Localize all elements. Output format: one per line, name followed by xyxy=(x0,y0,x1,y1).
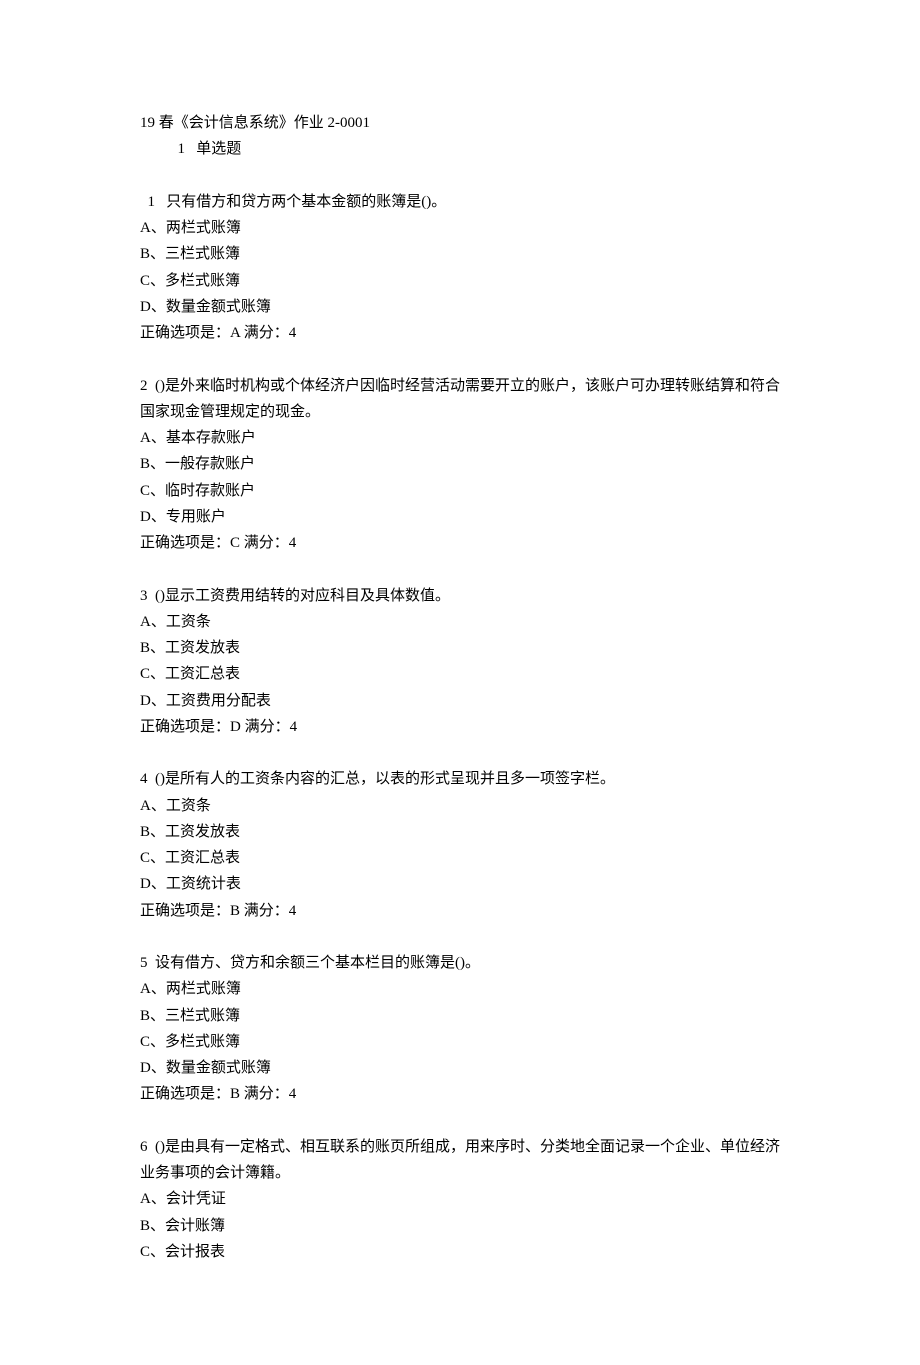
option: C、多栏式账簿 xyxy=(140,1029,780,1055)
option: D、数量金额式账簿 xyxy=(140,1055,780,1081)
option: A、工资条 xyxy=(140,609,780,635)
option: A、工资条 xyxy=(140,793,780,819)
question-block: 1 只有借方和贷方两个基本金额的账簿是()。 A、两栏式账簿 B、三栏式账簿 C… xyxy=(140,189,780,347)
question-number: 4 xyxy=(140,771,148,787)
option: C、工资汇总表 xyxy=(140,845,780,871)
option: B、一般存款账户 xyxy=(140,451,780,477)
question-block: 3 ()显示工资费用结转的对应科目及具体数值。 A、工资条 B、工资发放表 C、… xyxy=(140,583,780,741)
question-number: 2 xyxy=(140,378,148,394)
question-text: 1 只有借方和贷方两个基本金额的账簿是()。 xyxy=(140,189,780,215)
answer-line: 正确选项是：A 满分：4 xyxy=(140,320,780,346)
question-stem: ()显示工资费用结转的对应科目及具体数值。 xyxy=(155,588,450,604)
question-text: 2 ()是外来临时机构或个体经济户因临时经营活动需要开立的账户，该账户可办理转账… xyxy=(140,373,780,426)
question-block: 4 ()是所有人的工资条内容的汇总，以表的形式呈现并且多一项签字栏。 A、工资条… xyxy=(140,766,780,924)
question-block: 5 设有借方、贷方和余额三个基本栏目的账簿是()。 A、两栏式账簿 B、三栏式账… xyxy=(140,950,780,1108)
option: D、数量金额式账簿 xyxy=(140,294,780,320)
answer-line: 正确选项是：C 满分：4 xyxy=(140,530,780,556)
option: C、多栏式账簿 xyxy=(140,268,780,294)
option: B、三栏式账簿 xyxy=(140,1003,780,1029)
option: B、工资发放表 xyxy=(140,635,780,661)
option: C、会计报表 xyxy=(140,1239,780,1265)
question-number: 3 xyxy=(140,588,148,604)
document-title: 19 春《会计信息系统》作业 2-0001 xyxy=(140,110,780,136)
question-text: 4 ()是所有人的工资条内容的汇总，以表的形式呈现并且多一项签字栏。 xyxy=(140,766,780,792)
option: D、工资费用分配表 xyxy=(140,688,780,714)
question-stem: 设有借方、贷方和余额三个基本栏目的账簿是()。 xyxy=(155,955,480,971)
section-header: 1 单选题 xyxy=(140,136,780,162)
option: C、工资汇总表 xyxy=(140,661,780,687)
option: A、会计凭证 xyxy=(140,1186,780,1212)
section-number: 1 xyxy=(178,141,186,157)
question-stem: ()是由具有一定格式、相互联系的账页所组成，用来序时、分类地全面记录一个企业、单… xyxy=(140,1139,780,1181)
answer-line: 正确选项是：D 满分：4 xyxy=(140,714,780,740)
option: A、基本存款账户 xyxy=(140,425,780,451)
section-label: 单选题 xyxy=(196,141,241,157)
question-text: 5 设有借方、贷方和余额三个基本栏目的账簿是()。 xyxy=(140,950,780,976)
question-block: 6 ()是由具有一定格式、相互联系的账页所组成，用来序时、分类地全面记录一个企业… xyxy=(140,1134,780,1265)
option: D、工资统计表 xyxy=(140,871,780,897)
option: B、工资发放表 xyxy=(140,819,780,845)
answer-line: 正确选项是：B 满分：4 xyxy=(140,1081,780,1107)
option: C、临时存款账户 xyxy=(140,478,780,504)
question-stem: ()是外来临时机构或个体经济户因临时经营活动需要开立的账户，该账户可办理转账结算… xyxy=(140,378,780,420)
option: A、两栏式账簿 xyxy=(140,976,780,1002)
question-block: 2 ()是外来临时机构或个体经济户因临时经营活动需要开立的账户，该账户可办理转账… xyxy=(140,373,780,557)
option: D、专用账户 xyxy=(140,504,780,530)
question-text: 6 ()是由具有一定格式、相互联系的账页所组成，用来序时、分类地全面记录一个企业… xyxy=(140,1134,780,1187)
option: B、会计账簿 xyxy=(140,1213,780,1239)
option: A、两栏式账簿 xyxy=(140,215,780,241)
question-stem: 只有借方和贷方两个基本金额的账簿是()。 xyxy=(166,194,446,210)
question-stem: ()是所有人的工资条内容的汇总，以表的形式呈现并且多一项签字栏。 xyxy=(155,771,615,787)
answer-line: 正确选项是：B 满分：4 xyxy=(140,898,780,924)
option: B、三栏式账簿 xyxy=(140,241,780,267)
question-text: 3 ()显示工资费用结转的对应科目及具体数值。 xyxy=(140,583,780,609)
question-number: 1 xyxy=(148,194,156,210)
question-number: 5 xyxy=(140,955,148,971)
question-number: 6 xyxy=(140,1139,148,1155)
